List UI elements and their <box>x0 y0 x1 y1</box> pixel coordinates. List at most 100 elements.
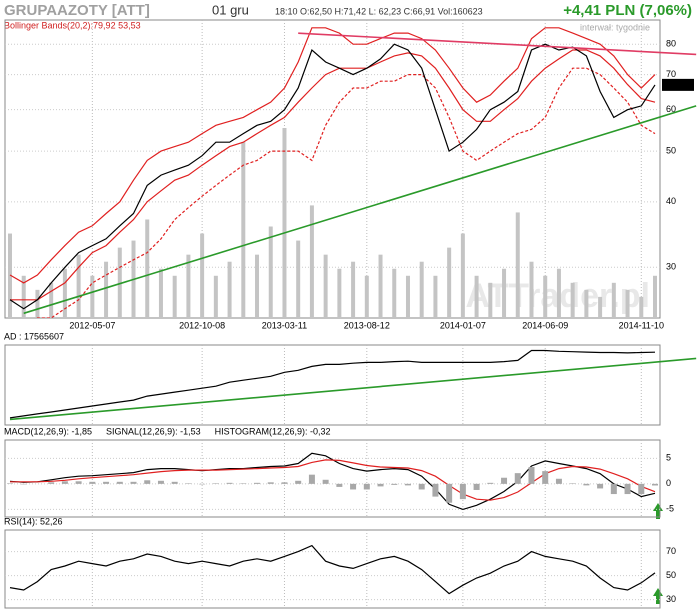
y-tick-label: 70 <box>666 546 676 556</box>
volume-bar <box>282 128 287 318</box>
histogram-bar <box>624 483 631 495</box>
plot-area <box>8 27 657 318</box>
volume-bar <box>625 289 630 318</box>
histogram-bar <box>254 482 261 484</box>
y-tick-label: 80 <box>666 39 676 49</box>
histogram-bar <box>157 480 164 484</box>
series-line <box>36 67 656 318</box>
y-tick-label: 60 <box>666 104 676 114</box>
volume-bar <box>405 275 410 318</box>
histogram-bar <box>144 480 151 484</box>
series-line <box>9 43 656 310</box>
y-tick-label: -5 <box>666 504 674 514</box>
histogram-bar <box>528 467 535 484</box>
interval: interwał: tygodnie <box>580 22 650 32</box>
plot-area <box>9 349 656 419</box>
histogram-bar <box>281 482 288 484</box>
histogram-bar <box>446 483 453 503</box>
histogram-bar <box>487 482 494 484</box>
volume-bar <box>227 261 232 318</box>
y-tick-label: 5 <box>666 453 671 463</box>
volume-bar <box>474 275 479 318</box>
histogram-bar <box>171 481 178 484</box>
trend-line <box>9 357 697 421</box>
legend-entry: RSI(14): 52,26 <box>4 516 63 526</box>
histogram-bar <box>61 481 68 484</box>
volume-bar <box>529 261 534 318</box>
x-tick-label: 2014-01-07 <box>440 320 486 330</box>
series-line <box>10 49 656 301</box>
histogram-bar <box>501 477 508 484</box>
volume-bar <box>639 296 644 318</box>
volume-bar <box>241 142 246 318</box>
volume-bar <box>570 282 575 318</box>
plot-area <box>9 544 656 595</box>
histogram-bar <box>404 483 411 486</box>
panel-frame <box>4 529 661 609</box>
y-tick-label: 30 <box>666 262 676 272</box>
legend-entry: SIGNAL(12,26,9): -1,53 <box>106 426 201 436</box>
histogram-bar <box>308 474 315 484</box>
volume-bar <box>433 275 438 318</box>
histogram-bar <box>185 483 192 484</box>
volume-bar <box>213 275 218 318</box>
x-tick-label: 2013-08-12 <box>344 320 390 330</box>
volume-bar <box>172 275 177 318</box>
series-line <box>9 27 656 284</box>
histogram-bar <box>391 483 398 485</box>
series-line <box>9 544 656 595</box>
volume-bar <box>447 247 452 318</box>
last-price-box <box>662 78 694 91</box>
y-tick-label: 0 <box>666 478 671 488</box>
histogram-bar <box>638 483 645 495</box>
histogram-bar <box>542 471 549 484</box>
x-tick-label: 2012-05-07 <box>69 320 115 330</box>
legend-entry: MACD(12,26,9): -1,85 <box>4 426 92 436</box>
histogram-bar <box>418 483 425 490</box>
histogram-bar <box>514 473 521 484</box>
volume-bar <box>611 282 616 318</box>
histogram-bar <box>377 483 384 487</box>
volume-bar <box>268 226 273 318</box>
instrument-title: GRUPAAZOTY [ATT] <box>4 2 150 19</box>
date: 01 gru <box>212 2 249 17</box>
quote: 18:10 O:62,50 H:71,42 L: 62,23 C:66,91 V… <box>275 6 483 16</box>
trend-line <box>23 105 697 315</box>
histogram-bar <box>473 483 480 490</box>
trend-line <box>298 32 697 56</box>
volume-bar <box>296 240 301 318</box>
price-change: +4,41 PLN (7,06%) <box>563 2 692 19</box>
histogram-bar <box>597 483 604 489</box>
volume-bar <box>392 268 397 318</box>
y-tick-label: 40 <box>666 196 676 206</box>
histogram-bar <box>610 483 617 495</box>
volume-bar <box>76 254 81 318</box>
y-tick-label: 70 <box>666 69 676 79</box>
volume-bar <box>255 254 260 318</box>
histogram-bar <box>20 483 27 485</box>
histogram-bar <box>432 483 439 497</box>
x-tick-label: 2013-03-11 <box>262 320 307 330</box>
histogram-bar <box>555 478 562 484</box>
histogram-bar <box>7 483 13 484</box>
y-tick-label: 50 <box>666 145 676 155</box>
panel-frame <box>4 19 661 319</box>
volume-bar <box>364 275 369 318</box>
panel-frame <box>4 344 661 426</box>
volume-bar <box>488 282 493 318</box>
histogram-bar <box>103 481 110 484</box>
volume-bar <box>337 268 342 318</box>
volume-bar <box>309 205 314 318</box>
histogram-bar <box>48 482 55 484</box>
volume-bar <box>35 289 40 318</box>
bollinger-title: Bollinger Bands(20,2):79,92 53,53 <box>4 20 141 30</box>
volume-bar <box>117 247 122 318</box>
panel-frame <box>4 439 661 518</box>
histogram-bar <box>130 481 137 484</box>
last-price-label: 66,91 <box>665 79 688 89</box>
volume-bar <box>49 282 54 318</box>
volume-bar <box>158 268 163 318</box>
volume-bar <box>351 261 356 318</box>
volume-bar <box>378 254 383 318</box>
